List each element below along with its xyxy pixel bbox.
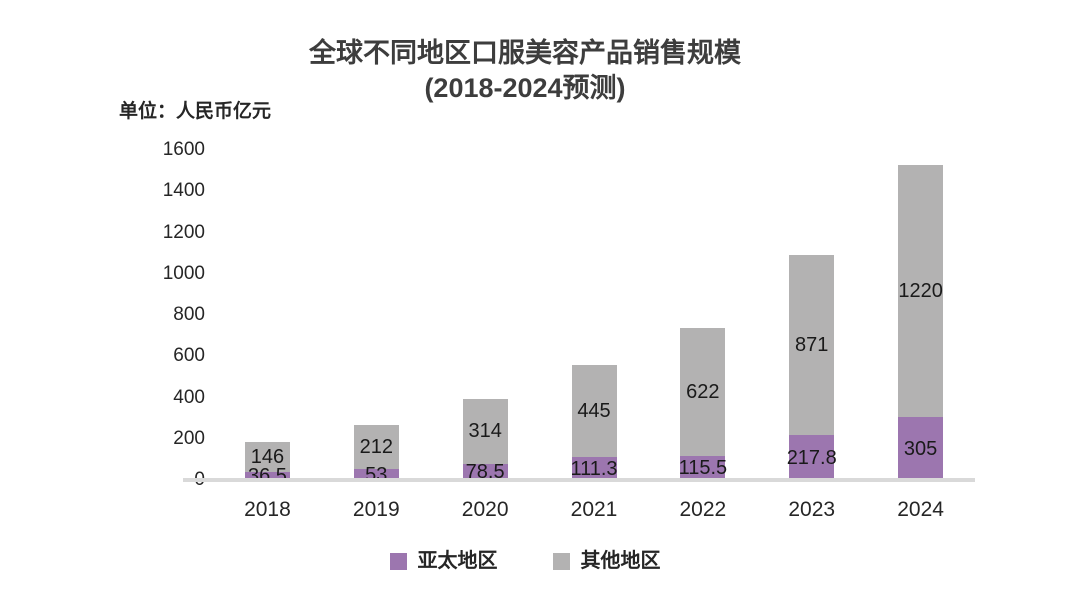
y-tick-label: 1000: [162, 262, 205, 284]
data-label: 111.3: [570, 457, 618, 480]
other-region-segment: 146: [244, 442, 290, 473]
y-tick-label: 1200: [162, 221, 205, 243]
y-tick-label: 200: [173, 427, 205, 449]
data-label: 115.5: [678, 457, 728, 480]
data-label: 78.5: [465, 460, 505, 483]
other-region-segment: 212: [353, 425, 399, 470]
data-label: 217.8: [786, 446, 837, 469]
apac-segment: 111.3: [570, 457, 618, 480]
y-tick-label: 400: [173, 386, 205, 408]
apac-segment: 217.8: [786, 435, 837, 480]
bar-column: 212 53: [322, 150, 431, 485]
other-region-segment: 871: [789, 255, 835, 436]
legend-label-other: 其他地区: [580, 550, 661, 572]
legend: 亚太地区 其他地区: [0, 551, 1050, 571]
bars-container: 146 36.5 212 53 314 78.5 445 111.3 622 115.5 871 21…: [213, 150, 975, 486]
data-label: 305: [903, 437, 938, 460]
x-tick-label: 2018: [244, 498, 291, 521]
bar-column: 146 36.5: [213, 150, 322, 486]
legend-label-apac: 亚太地区: [417, 550, 498, 572]
other-legend-swatch: [552, 552, 570, 570]
apac-legend-swatch: [389, 552, 407, 570]
other-region-segment: 314: [462, 399, 508, 464]
other-region-segment: 622: [680, 327, 726, 457]
x-tick-label: 2022: [679, 498, 727, 521]
chart-title-line2: (2018-2024预测): [424, 73, 626, 103]
apac-segment: 78.5: [462, 460, 508, 483]
data-label: 146: [250, 446, 285, 469]
x-axis-line: [183, 478, 975, 482]
data-label: 36.5: [247, 465, 287, 488]
bar-column: 622 115.5: [648, 150, 757, 480]
data-label: 1220: [898, 280, 943, 303]
x-tick-label: 2021: [570, 498, 618, 521]
data-label: 314: [468, 420, 502, 443]
apac-segment: 305: [898, 417, 944, 480]
data-label: 445: [577, 400, 611, 423]
y-axis: 02004006008001000120014001600: [110, 139, 205, 490]
y-tick-label: 600: [173, 345, 205, 367]
other-region-segment: 1220: [898, 165, 944, 418]
legend-item-apac: 亚太地区: [389, 550, 498, 572]
x-tick-label: 2020: [461, 498, 509, 521]
bar-column: 314 78.5: [431, 150, 540, 483]
y-tick-label: 800: [173, 304, 205, 325]
apac-segment: 115.5: [678, 456, 728, 480]
other-region-segment: 445: [571, 365, 617, 458]
chart-title: 全球不同地区口服美容产品销售规模 (2018-2024预测): [0, 36, 1050, 106]
chart-title-line1: 全球不同地区口服美容产品销售规模: [309, 38, 741, 68]
bar-column: 1220 305: [866, 150, 975, 480]
y-tick-label: 1400: [162, 180, 205, 202]
data-label: 871: [795, 334, 829, 357]
x-tick-label: 2024: [897, 498, 944, 521]
y-tick-label: 1600: [162, 139, 205, 160]
x-tick-label: 2023: [788, 498, 836, 521]
unit-label: 单位：人民币亿元: [119, 101, 272, 122]
x-axis-labels: 2018 2019 2020 2021 2022 2023 2024: [213, 497, 975, 523]
bar-column: 871 217.8: [757, 150, 866, 480]
data-label: 622: [686, 381, 720, 404]
legend-item-other: 其他地区: [552, 550, 661, 572]
x-tick-label: 2019: [352, 498, 400, 521]
plot-area: 146 36.5 212 53 314 78.5 445 111.3 622 115.5 871 21…: [183, 150, 975, 486]
bar-column: 445 111.3: [540, 150, 649, 480]
data-label: 212: [359, 436, 393, 459]
